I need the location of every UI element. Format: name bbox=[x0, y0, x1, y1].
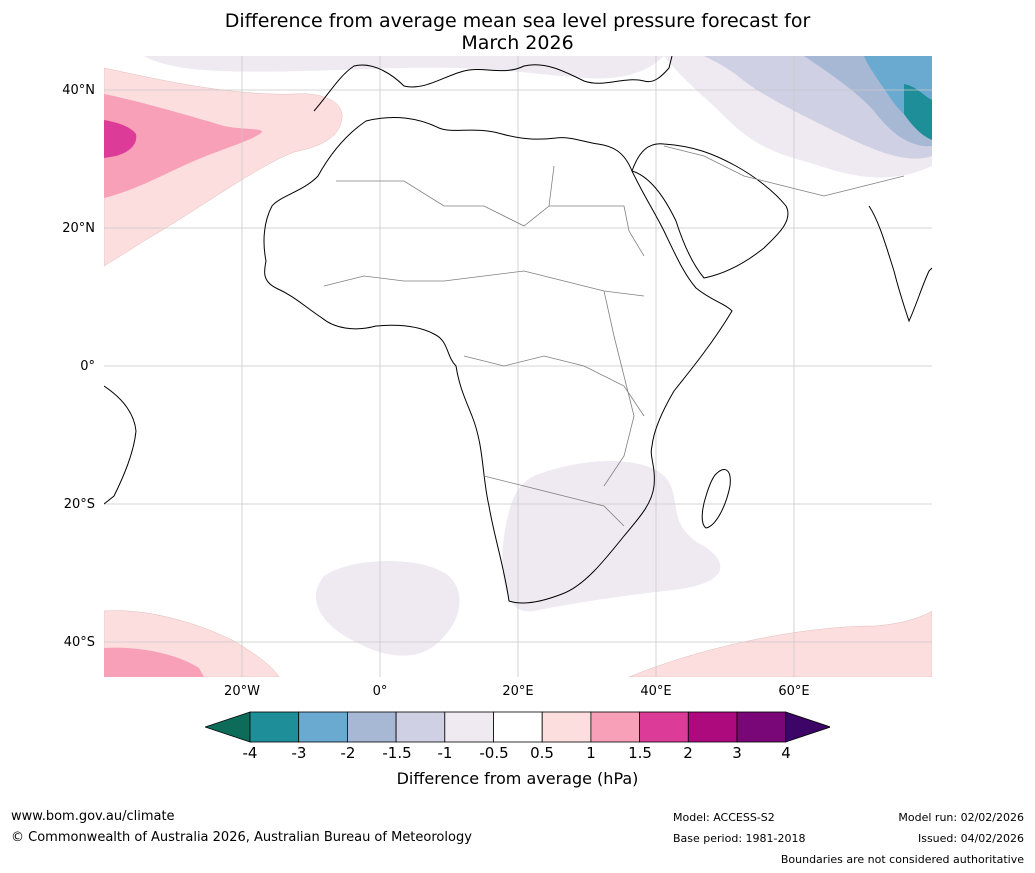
border-sahel bbox=[323, 270, 645, 297]
footer-model-run: Model run: 02/02/2026 bbox=[898, 811, 1024, 824]
anomaly-region-positive-1-southern-atlantic bbox=[104, 647, 204, 677]
anomaly-region-negative-0.5-south-atlantic bbox=[315, 561, 460, 656]
colorbar-tick-label: -1.5 bbox=[382, 744, 412, 762]
colorbar-bin bbox=[639, 711, 689, 743]
colorbar-bin bbox=[346, 711, 397, 743]
border-east-africa bbox=[603, 290, 635, 487]
lat-label-40s: 40°S bbox=[63, 635, 95, 650]
colorbar-tick-label: 2 bbox=[683, 744, 693, 762]
arabia-coastline bbox=[631, 143, 789, 279]
colorbar-tick-label: 4 bbox=[781, 744, 791, 762]
map-canvas bbox=[104, 56, 932, 677]
anomaly-region-negative-0.5-mediterranean bbox=[144, 56, 664, 79]
colorbar-bin bbox=[249, 711, 300, 743]
europe-coastline bbox=[313, 56, 673, 112]
pressure-anomaly-map bbox=[104, 56, 932, 677]
border-egypt-sudan bbox=[549, 205, 645, 257]
footer-model: Model: ACCESS-S2 bbox=[673, 811, 775, 824]
colorbar-tick-label: 1 bbox=[586, 744, 596, 762]
colorbar bbox=[205, 711, 830, 743]
colorbar-bin bbox=[298, 711, 348, 743]
anomaly-region-positive-1-north-atlantic bbox=[104, 94, 262, 198]
lat-label-equator: 0° bbox=[80, 359, 95, 374]
lon-label-20e: 20°E bbox=[502, 684, 534, 699]
colorbar-bin bbox=[493, 711, 543, 743]
anomaly-region-negative-3-west-asia bbox=[904, 84, 932, 140]
colorbar-tick-label: -0.5 bbox=[479, 744, 509, 762]
lon-label-0: 0° bbox=[372, 684, 388, 699]
border-central-africa bbox=[463, 355, 645, 417]
colorbar-bin bbox=[687, 711, 738, 743]
madagascar-coastline bbox=[701, 469, 731, 529]
graticule bbox=[104, 56, 932, 677]
border-southern-africa bbox=[483, 475, 625, 527]
colorbar-tick-label: 0.5 bbox=[530, 744, 554, 762]
lat-label-20s: 20°S bbox=[63, 497, 95, 512]
india-coastline bbox=[868, 205, 932, 323]
africa-coastline bbox=[263, 116, 733, 604]
title-line-1: Difference from average mean sea level p… bbox=[224, 10, 811, 32]
lon-label-60e: 60°E bbox=[778, 684, 810, 699]
colorbar-tick-label: -4 bbox=[242, 744, 258, 762]
colorbar-extend-max bbox=[785, 711, 830, 743]
colorbar-bin bbox=[590, 711, 640, 743]
map-title: Difference from average mean sea level p… bbox=[0, 10, 1035, 54]
lat-label-20n: 20°N bbox=[62, 221, 95, 236]
colorbar-bin bbox=[541, 711, 592, 743]
footer-issued: Issued: 04/02/2026 bbox=[917, 832, 1024, 845]
lon-label-40e: 40°E bbox=[640, 684, 672, 699]
colorbar-bin bbox=[736, 711, 787, 743]
footer-website: www.bom.gov.au/climate bbox=[11, 809, 175, 824]
colorbar-bin bbox=[395, 711, 446, 743]
title-line-2: March 2026 bbox=[461, 32, 574, 54]
border-west-asia bbox=[663, 145, 905, 197]
lat-label-40n: 40°N bbox=[62, 83, 95, 98]
footer-disclaimer: Boundaries are not considered authoritat… bbox=[780, 853, 1024, 866]
country-borders bbox=[323, 145, 905, 527]
footer-copyright: © Commonwealth of Australia 2026, Austra… bbox=[11, 830, 472, 845]
colorbar-bin bbox=[444, 711, 494, 743]
anomaly-region-positive-0.5-southern-indian bbox=[628, 610, 932, 677]
coastlines bbox=[104, 56, 932, 604]
colorbar-tick-label: 1.5 bbox=[628, 744, 652, 762]
colorbar-tick-label: -2 bbox=[340, 744, 356, 762]
anomaly-region-negative-0.5-southern-africa bbox=[502, 461, 721, 612]
colorbar-extend-min bbox=[205, 711, 251, 743]
lon-label-20w: 20°W bbox=[224, 684, 260, 699]
colorbar-tick-label: -1 bbox=[437, 744, 453, 762]
colorbar-title: Difference from average (hPa) bbox=[396, 769, 639, 788]
south-america-coastline bbox=[104, 385, 137, 505]
footer-base-period: Base period: 1981-2018 bbox=[673, 832, 806, 845]
colorbar-tick-label: -3 bbox=[291, 744, 307, 762]
anomaly-region-positive-1.5-north-atlantic bbox=[104, 120, 137, 158]
colorbar-tick-label: 3 bbox=[732, 744, 742, 762]
